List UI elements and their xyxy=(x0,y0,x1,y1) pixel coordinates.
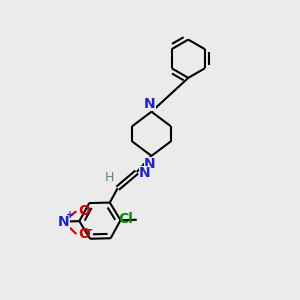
Text: N: N xyxy=(139,166,150,180)
Text: O: O xyxy=(78,227,90,241)
Text: N: N xyxy=(144,157,156,171)
Text: O: O xyxy=(78,204,90,218)
Text: N: N xyxy=(57,214,69,229)
Text: Cl: Cl xyxy=(118,212,133,226)
Text: +: + xyxy=(66,210,74,220)
Text: H: H xyxy=(105,171,114,184)
Text: N: N xyxy=(144,97,156,111)
Text: −: − xyxy=(82,224,93,237)
